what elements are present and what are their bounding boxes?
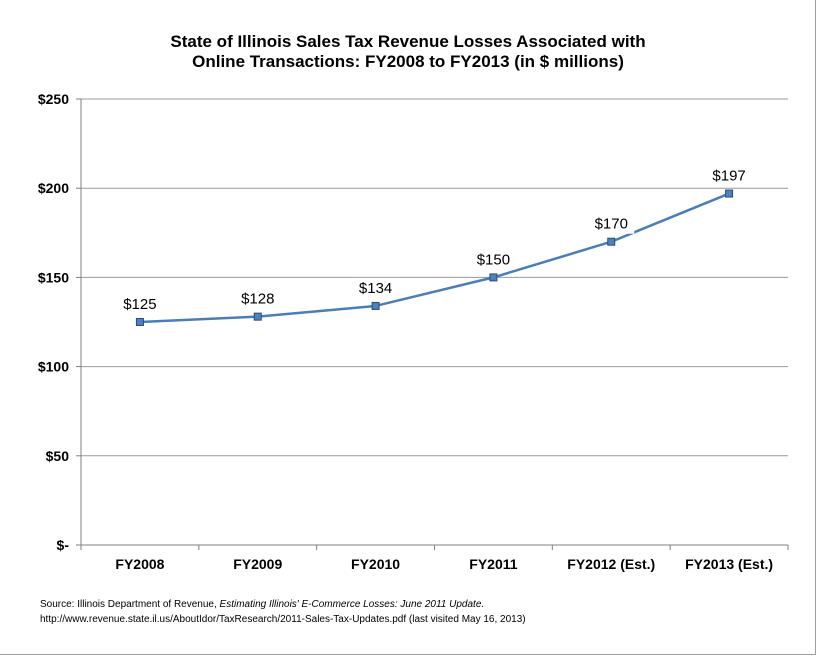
- chart-title-line-1: State of Illinois Sales Tax Revenue Loss…: [170, 32, 646, 51]
- series-line: [139, 192, 730, 324]
- data-label-background: [234, 288, 281, 309]
- y-tick-label: $-: [57, 537, 70, 553]
- x-tick-label: FY2010: [351, 556, 400, 572]
- data-label-background: [706, 165, 753, 186]
- chart-title-line-2: Online Transactions: FY2008 to FY2013 (i…: [192, 52, 624, 71]
- data-label-background: [470, 249, 517, 270]
- data-label: $125: [123, 296, 156, 313]
- x-tick-label: FY2013 (Est.): [685, 556, 773, 572]
- data-point: [371, 301, 380, 310]
- source-prefix: Source: Illinois Department of Revenue,: [40, 599, 217, 610]
- data-point: [253, 312, 262, 321]
- source-report-title: Estimating Illinois' E-Commerce Losses: …: [219, 599, 485, 610]
- data-label-background: [116, 294, 163, 314]
- y-tick-label: $200: [38, 180, 69, 196]
- data-label-background: [588, 213, 635, 234]
- source-citation: Source: Illinois Department of Revenue, …: [40, 597, 526, 612]
- data-point: [607, 237, 616, 246]
- data-label: $197: [712, 168, 745, 185]
- data-label-background: [352, 277, 399, 298]
- data-label: $128: [241, 291, 274, 308]
- x-tick-label: FY2012 (Est.): [567, 556, 655, 572]
- data-point: [489, 273, 498, 282]
- source-note: Source: Illinois Department of Revenue, …: [40, 597, 526, 627]
- data-label: $170: [595, 216, 628, 233]
- y-tick-label: $150: [38, 269, 69, 285]
- y-tick-label: $50: [46, 448, 70, 464]
- data-point: [725, 189, 734, 198]
- x-tick-label: FY2009: [233, 556, 282, 572]
- data-label: $134: [359, 280, 392, 297]
- x-tick-label: FY2008: [115, 556, 164, 572]
- data-point: [135, 318, 144, 326]
- y-tick-label: $100: [38, 359, 69, 375]
- y-tick-label: $250: [38, 91, 69, 107]
- x-tick-label: FY2011: [469, 556, 517, 572]
- data-label: $150: [477, 251, 510, 268]
- source-url: http://www.revenue.state.il.us/AboutIdor…: [40, 614, 526, 625]
